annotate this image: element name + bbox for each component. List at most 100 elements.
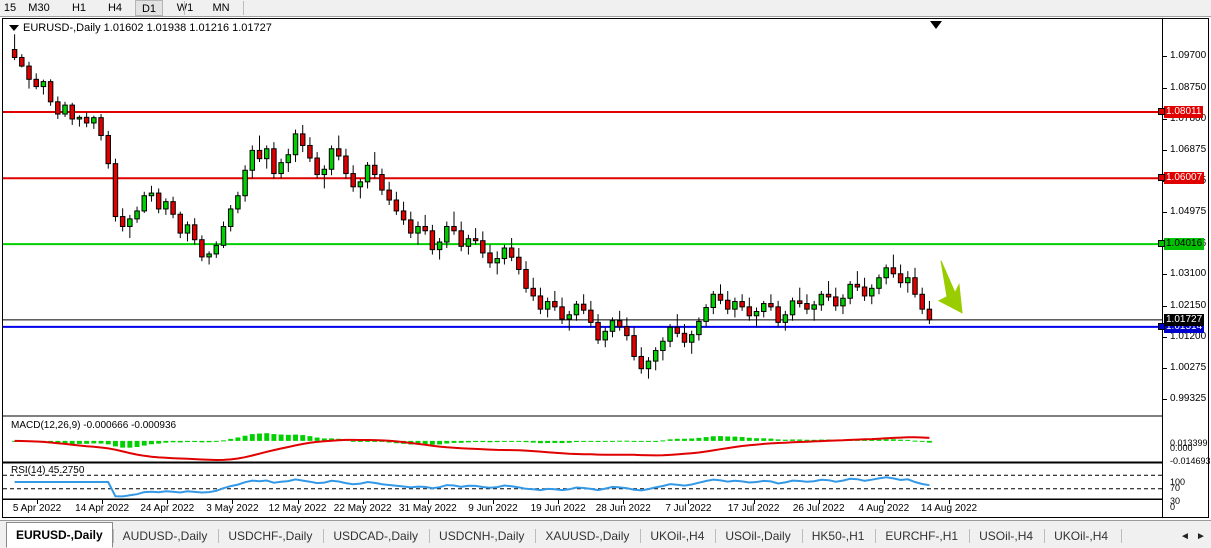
- candle-body: [508, 247, 515, 258]
- level-handle-icon[interactable]: [1158, 240, 1165, 248]
- macd-hist-bar: [790, 439, 795, 441]
- candle-body: [191, 224, 198, 241]
- candle-body: [869, 287, 875, 297]
- macd-hist-bar: [365, 440, 371, 442]
- date-tick-mark: [493, 500, 494, 504]
- macd-hist-bar: [610, 440, 615, 442]
- rsi-label: RSI(14) 45.2750: [11, 465, 85, 476]
- level-handle-icon[interactable]: [1158, 174, 1165, 182]
- macd-hist-bar: [141, 440, 147, 446]
- macd-hist-bar: [480, 440, 486, 443]
- macd-hist-bar: [804, 439, 810, 441]
- chart-tab-ukoil-h4[interactable]: UKOil-,H4: [1054, 529, 1109, 543]
- timeframe-button-15[interactable]: 15: [3, 2, 17, 14]
- date-tick-label: 22 May 2022: [333, 503, 392, 514]
- macd-hist-bar: [134, 440, 140, 447]
- timeframe-button-h1[interactable]: H1: [71, 2, 87, 14]
- macd-hist-bar: [235, 437, 241, 441]
- macd-hist-bar: [444, 440, 450, 444]
- candle-body: [566, 314, 572, 320]
- timeframe-button-m30[interactable]: M30: [28, 2, 50, 14]
- price-axis[interactable]: 1.097001.087501.078001.068751.059251.049…: [1158, 19, 1211, 517]
- level-handle-icon[interactable]: [1158, 322, 1165, 330]
- macd-hist-bar: [437, 440, 443, 445]
- chart-tab-audusd-daily[interactable]: AUDUSD-,Daily: [122, 529, 208, 543]
- macd-hist-bar: [710, 436, 716, 441]
- date-axis[interactable]: 5 Apr 2022 14 Apr 2022 24 Apr 2022 3 May 20…: [3, 499, 1162, 517]
- date-tick-mark: [232, 500, 234, 504]
- chart-tab-ukoil-h4[interactable]: UKOil-,H4: [650, 529, 705, 543]
- price-tick-label: 0.99325: [1170, 393, 1207, 405]
- chart-tab-usdcnh-daily[interactable]: USDCNH-,Daily: [439, 529, 525, 543]
- price-tick-label: 1.04975: [1170, 206, 1207, 218]
- macd-hist-bar: [530, 440, 536, 443]
- tab-divider: [1121, 529, 1123, 543]
- tab-scroll-next-icon[interactable]: ►: [1196, 531, 1206, 542]
- candle-body: [616, 320, 623, 328]
- macd-hist-bar: [206, 440, 212, 443]
- candle-body: [696, 320, 702, 336]
- chart-area[interactable]: EURUSD-,Daily 1.01602 1.01938 1.01216 1.…: [2, 18, 1211, 518]
- candle-body: [660, 340, 666, 352]
- price-level-badge-last-price[interactable]: 1.01727: [1164, 313, 1205, 326]
- price-tick-mark: [1163, 337, 1167, 339]
- chart-tab-usoil-daily[interactable]: USOil-,Daily: [725, 529, 791, 543]
- candle-body: [530, 287, 536, 297]
- date-tick-mark: [949, 500, 950, 504]
- tab-scroll-prev-icon[interactable]: ◄: [1180, 531, 1190, 542]
- candle-body: [314, 157, 320, 176]
- candle-body: [494, 258, 500, 264]
- chart-tab-usdcad-daily[interactable]: USDCAD-,Daily: [333, 529, 419, 543]
- candle-body: [33, 78, 39, 88]
- chart-plot[interactable]: [3, 19, 1162, 517]
- date-tick-mark: [427, 500, 429, 504]
- price-level-badge-support[interactable]: 1.04016: [1158, 238, 1205, 251]
- macd-hist-bar: [739, 437, 745, 441]
- candle-body: [307, 144, 313, 159]
- macd-hist-bar: [545, 440, 551, 444]
- price-tick-mark: [1163, 87, 1167, 89]
- candle-body: [227, 208, 234, 227]
- timeframe-button-w1[interactable]: W1: [176, 2, 194, 14]
- price-level-badge-resistance[interactable]: 1.06007: [1158, 172, 1205, 185]
- rsi-scale-label: 30: [1170, 496, 1181, 506]
- price-tick-mark: [1163, 399, 1167, 401]
- candle-body: [299, 133, 306, 146]
- date-tick-label: 26 Jul 2022: [792, 503, 845, 514]
- macd-hist-bar: [509, 440, 515, 442]
- date-tick-label: 28 Jun 2022: [595, 503, 651, 514]
- candle-body: [357, 181, 364, 188]
- candle-body: [897, 273, 904, 284]
- timeframe-button-h4[interactable]: H4: [107, 2, 123, 14]
- candle-body: [408, 219, 414, 234]
- price-tick-label: 1.01200: [1170, 331, 1207, 343]
- candle-body: [285, 154, 292, 164]
- chart-tab-eurchf-h1[interactable]: EURCHF-,H1: [885, 529, 959, 543]
- candle-body: [804, 303, 810, 310]
- chevron-down-icon[interactable]: [9, 25, 19, 32]
- price-level-badge-resistance[interactable]: 1.08011: [1158, 106, 1204, 118]
- chart-tab-eurusd-daily[interactable]: EURUSD-,Daily: [6, 522, 113, 548]
- price-tick-mark: [1163, 56, 1167, 58]
- date-tick-mark: [167, 500, 169, 504]
- candle-body: [516, 256, 522, 270]
- macd-hist-bar: [703, 437, 709, 441]
- macd-hist-bar: [285, 434, 291, 441]
- macd-hist-bar: [163, 440, 169, 443]
- timeframe-button-d1[interactable]: D1: [135, 0, 163, 16]
- tab-divider: [535, 529, 537, 543]
- candle-body: [11, 49, 18, 58]
- level-handle-icon[interactable]: [1158, 108, 1165, 115]
- macd-hist-bar: [199, 440, 205, 443]
- candle-body: [544, 301, 551, 310]
- chart-tab-hk50-h1[interactable]: HK50-,H1: [811, 529, 865, 543]
- date-tick-mark: [297, 500, 299, 504]
- chart-tab-usdchf-daily[interactable]: USDCHF-,Daily: [228, 529, 313, 543]
- chart-tab-xauusd-daily[interactable]: XAUUSD-,Daily: [545, 529, 630, 543]
- macd-hist-bar: [602, 440, 608, 442]
- macd-hist-bar: [98, 440, 104, 444]
- timeframe-button-mn[interactable]: MN: [212, 2, 230, 14]
- down-arrow-annotation-icon[interactable]: [937, 260, 963, 314]
- candle-body: [465, 238, 472, 247]
- chart-tab-usoil-h4[interactable]: USOil-,H4: [979, 529, 1034, 543]
